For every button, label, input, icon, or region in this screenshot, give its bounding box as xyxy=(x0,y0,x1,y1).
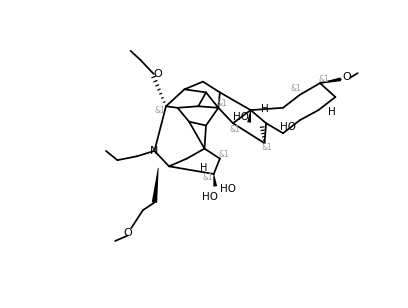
Text: &1: &1 xyxy=(217,99,228,108)
Polygon shape xyxy=(213,174,217,187)
Text: &1: &1 xyxy=(262,143,272,152)
Text: HO: HO xyxy=(233,112,249,122)
Text: O: O xyxy=(343,72,351,82)
Text: N: N xyxy=(149,146,158,156)
Text: O: O xyxy=(153,69,162,79)
Text: &1: &1 xyxy=(319,75,329,84)
Text: &1: &1 xyxy=(230,125,241,134)
Text: H: H xyxy=(200,163,208,173)
Polygon shape xyxy=(152,168,159,203)
Text: HO: HO xyxy=(280,122,296,132)
Text: HO: HO xyxy=(220,184,236,194)
Text: &1: &1 xyxy=(155,106,165,116)
Text: &1: &1 xyxy=(291,84,302,93)
Polygon shape xyxy=(320,77,341,83)
Text: O: O xyxy=(123,228,132,237)
Text: H: H xyxy=(328,107,335,117)
Text: &1: &1 xyxy=(202,173,213,182)
Text: H: H xyxy=(262,103,269,114)
Text: HO: HO xyxy=(202,192,218,202)
Text: &1: &1 xyxy=(218,150,229,159)
Polygon shape xyxy=(247,110,251,123)
